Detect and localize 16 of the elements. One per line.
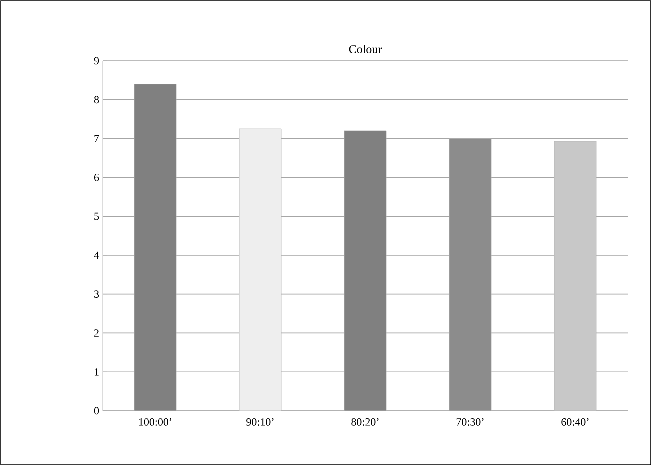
x-tick-label: 60:40’	[562, 418, 589, 426]
y-tick-label: 7	[94, 135, 100, 142]
x-tick-label: 80:20’	[352, 418, 379, 426]
y-tick-label: 9	[94, 57, 100, 65]
chart-title: Colour	[349, 45, 382, 54]
y-tick-label: 2	[94, 330, 99, 337]
y-tick-label: 3	[94, 290, 100, 298]
y-tick-label: 4	[94, 252, 100, 260]
y-tick-label: 8	[94, 96, 100, 104]
x-tick-label: 70:30’	[456, 418, 484, 426]
x-tick-label: 90:10’	[246, 418, 274, 426]
y-tick-label: 6	[94, 174, 100, 182]
y-tick-label: 1	[94, 368, 99, 376]
y-tick-label: 0	[94, 407, 100, 415]
x-tick-label: 100:00’	[139, 418, 172, 426]
y-tick-label: 5	[94, 212, 100, 220]
